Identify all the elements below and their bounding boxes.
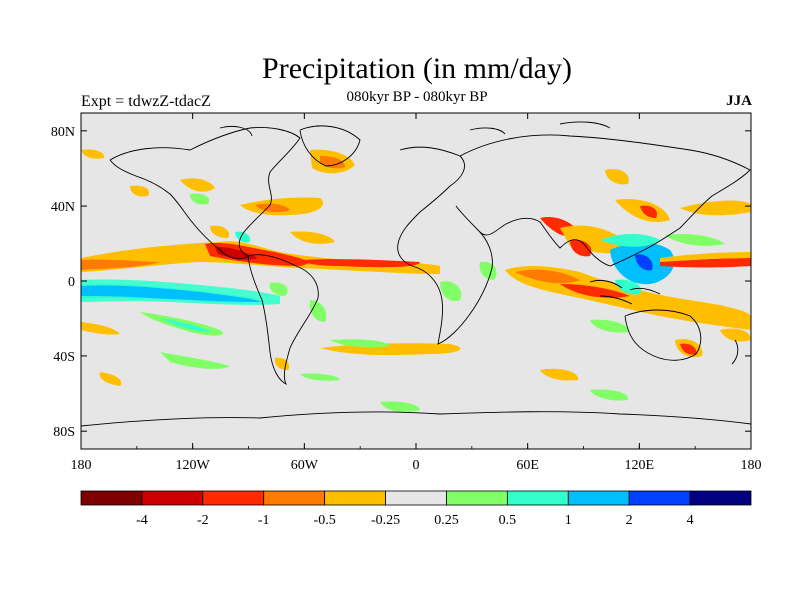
coast-arctic-islands	[219, 121, 611, 137]
patch-sa-green2	[269, 282, 288, 296]
coast-asia	[459, 134, 751, 267]
patch-gulf-orange	[210, 225, 230, 238]
coast-new-zealand	[731, 339, 739, 365]
coastlines	[81, 121, 751, 427]
lon-tick-label: 180	[741, 458, 762, 473]
colorbar-label: -1	[258, 513, 270, 528]
coast-south-america	[247, 254, 319, 386]
patch-west-pacific-green	[665, 234, 725, 246]
lat-tick-label: 40N	[51, 200, 75, 215]
patch-india-red	[570, 239, 592, 257]
lon-tick-label: 180	[71, 458, 92, 473]
lon-tick-label: 120W	[176, 458, 211, 473]
chart-title: Precipitation (in mm/day)	[262, 52, 572, 85]
patch-south-atlantic-green2	[300, 373, 340, 381]
lon-tick-label: 0	[413, 458, 420, 473]
colorbar-label: 2	[626, 513, 633, 528]
colorbar-label: 0.5	[499, 513, 517, 528]
patch-atlantic-itcz-red	[300, 259, 420, 268]
patch-south-pacific-orange2	[99, 372, 122, 386]
patch-south-atlantic-green	[330, 339, 390, 348]
patch-china-red	[640, 205, 658, 218]
colorbar-swatch	[628, 490, 691, 506]
lat-tick-label: 40S	[53, 350, 75, 365]
lat-tick-label: 0	[68, 275, 75, 290]
coast-north-america	[109, 127, 301, 260]
patch-north-pacific-orange	[680, 200, 751, 216]
colorbar-swatch	[506, 490, 569, 506]
patch-southern-indian-green2	[590, 319, 629, 333]
coast-indonesia	[589, 279, 661, 305]
patch-alaska-green	[190, 193, 210, 205]
patch-east-pacific-orange2	[81, 259, 160, 270]
lon-tick-label: 120E	[625, 458, 655, 473]
colorbar-swatch	[446, 490, 508, 506]
patch-south-pacific-cyan	[160, 318, 212, 332]
colorbar-swatch	[324, 490, 386, 506]
patch-pacific-warm-orange	[660, 252, 751, 262]
colorbar-label: 0.25	[434, 513, 459, 528]
colorbar-swatch	[141, 490, 204, 506]
patch-pacific-warm-pool-red	[660, 258, 751, 268]
patch-maritime-cyan	[615, 279, 641, 295]
colorbar-label: -0.25	[371, 513, 400, 528]
experiment-label: Expt = tdwzZ-tdacZ	[81, 93, 211, 110]
colorbar-label: 1	[565, 513, 572, 528]
lon-tick-label: 60W	[291, 458, 319, 473]
patch-atlantic-orange	[290, 231, 335, 244]
patch-indian-ocean-red2	[560, 284, 630, 298]
lon-tick-label: 60E	[516, 458, 539, 473]
colorbar-swatch	[263, 490, 326, 506]
coast-greenland	[299, 125, 361, 167]
patch-indian-ocean-red	[515, 269, 580, 284]
chart-subtitle: 080kyr BP - 080kyr BP	[346, 89, 488, 105]
patch-sa-green	[309, 300, 327, 322]
colorbar-label: -0.5	[314, 513, 336, 528]
colorbar-swatch	[80, 490, 143, 506]
patch-southern-indian-green	[590, 389, 629, 401]
colorbar-swatch	[689, 490, 752, 506]
colorbar-label: -2	[197, 513, 209, 528]
coast-europe-africa	[397, 146, 493, 345]
axis-ticks: 80N 40N 0 40S 80S 180 120W 60W 0 60E 120E 180	[51, 113, 762, 473]
coast-australia	[624, 309, 702, 361]
patch-alaska-orange	[130, 185, 150, 197]
patch-na-west-orange	[180, 178, 215, 192]
patch-south-pacific-green2	[160, 352, 230, 369]
patch-africa-green	[440, 281, 462, 302]
lat-tick-label: 80N	[51, 125, 75, 140]
colorbar-label: 4	[687, 513, 694, 528]
patch-greenland-red	[320, 156, 345, 169]
patch-pacific-blue2	[81, 285, 262, 302]
lat-tick-label: 80S	[53, 425, 75, 440]
patch-southern-ocean-green	[380, 401, 420, 412]
patch-australia-red	[680, 343, 697, 355]
patch-south-pacific-orange	[81, 322, 120, 335]
patch-caribbean-cyan	[235, 231, 251, 243]
colorbar-swatch	[202, 490, 265, 506]
colorbar: -4 -2 -1 -0.5 -0.25 0.25 0.5 1 2 4	[80, 490, 752, 528]
patch-arctic-orange	[81, 149, 105, 159]
patch-southern-indian-orange	[540, 368, 579, 381]
coast-antarctica	[81, 411, 751, 427]
season-label: JJA	[726, 93, 752, 109]
colorbar-swatch	[385, 490, 447, 506]
patch-west-pacific-cyan	[600, 234, 660, 247]
patch-philippine-dblue	[635, 254, 653, 271]
colorbar-label: -4	[136, 513, 148, 528]
colorbar-swatch	[567, 490, 630, 506]
patch-nz-orange	[720, 328, 751, 342]
patch-na-east-red	[255, 203, 290, 213]
patch-siberia-orange	[605, 168, 629, 185]
